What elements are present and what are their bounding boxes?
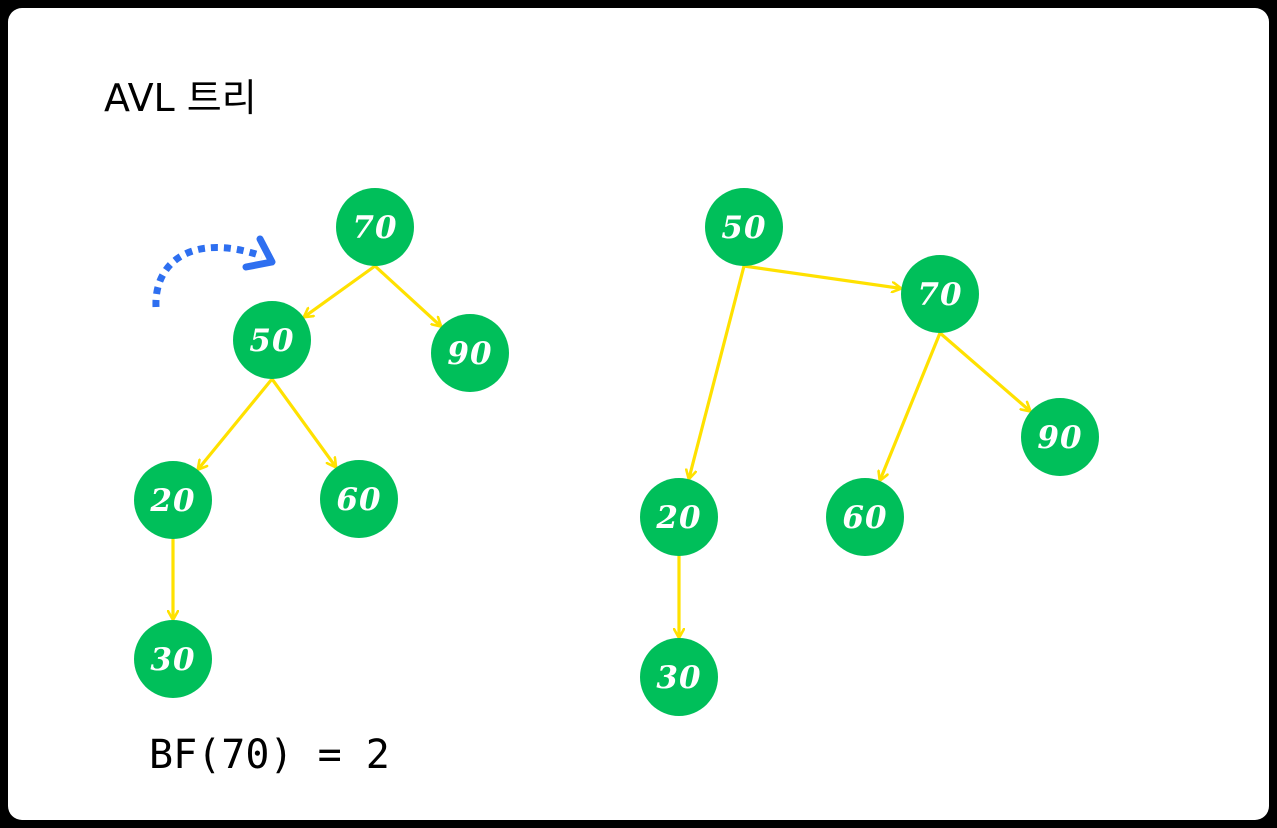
after-node-circle — [901, 255, 979, 333]
after-node-90: 90 — [1021, 398, 1099, 476]
before-node-label: 60 — [336, 482, 381, 518]
before-edge-b50-b60 — [270, 377, 336, 467]
before-node-90: 90 — [431, 314, 509, 392]
before-node-circle — [134, 461, 212, 539]
after-node-20: 20 — [640, 478, 718, 556]
after-node-circle — [826, 478, 904, 556]
after-node-label: 70 — [917, 277, 962, 313]
after-node-label: 90 — [1037, 420, 1082, 456]
after-node-60: 60 — [826, 478, 904, 556]
diagram-title: AVL 트리 — [104, 76, 257, 120]
after-node-circle — [1021, 398, 1099, 476]
after-node-70: 70 — [901, 255, 979, 333]
before-node-label: 20 — [149, 483, 195, 519]
before-node-20: 20 — [134, 461, 212, 539]
before-node-60: 60 — [320, 460, 398, 538]
after-node-label: 30 — [656, 660, 701, 696]
balance-factor-formula: BF(70) = 2 — [149, 732, 390, 778]
after-edge-a50-a20 — [689, 264, 746, 478]
after-node-label: 20 — [655, 500, 701, 536]
after-edge-a70-a90 — [938, 331, 1030, 411]
after-node-50: 50 — [705, 188, 783, 266]
after-edge-a50-a70 — [742, 264, 900, 288]
before-node-label: 50 — [249, 323, 294, 359]
before-node-circle — [134, 620, 212, 698]
before-edge-b70-b50 — [304, 264, 377, 317]
before-node-label: 90 — [447, 336, 492, 372]
before-edge-b50-b20 — [198, 377, 274, 469]
after-node-circle — [640, 478, 718, 556]
before-edge-b70-b90 — [373, 264, 441, 326]
after-node-30: 30 — [640, 638, 718, 716]
after-edge-a70-a60 — [880, 331, 942, 480]
rotate-right-arrow-icon — [152, 235, 276, 308]
before-node-circle — [431, 314, 509, 392]
before-node-label: 30 — [150, 642, 195, 678]
after-node-circle — [640, 638, 718, 716]
before-node-30: 30 — [134, 620, 212, 698]
after-node-circle — [705, 188, 783, 266]
before-node-label: 70 — [352, 210, 397, 246]
before-node-70: 70 — [336, 188, 414, 266]
after-node-label: 50 — [721, 210, 766, 246]
before-node-circle — [233, 301, 311, 379]
before-node-circle — [336, 188, 414, 266]
before-node-50: 50 — [233, 301, 311, 379]
after-node-label: 60 — [842, 500, 887, 536]
before-node-circle — [320, 460, 398, 538]
